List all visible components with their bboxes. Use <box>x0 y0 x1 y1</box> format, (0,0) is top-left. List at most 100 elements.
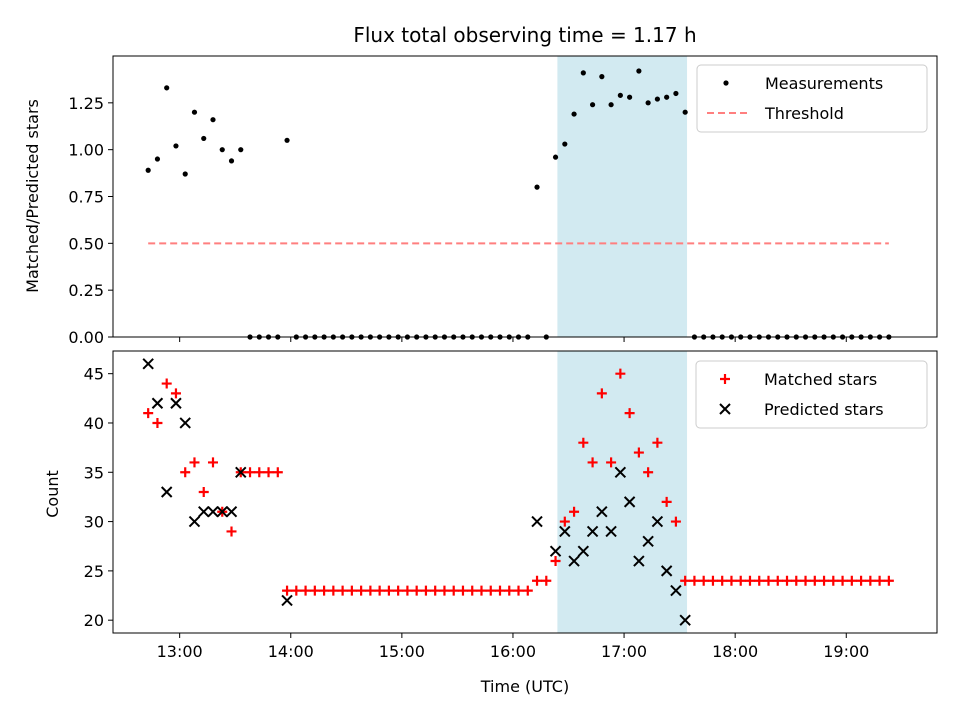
measurement-point <box>627 94 633 100</box>
measurement-point <box>654 96 660 102</box>
matched-marker <box>587 457 598 468</box>
legend-matched-marker <box>720 374 730 384</box>
matched-marker <box>393 585 404 596</box>
chart-title: Flux total observing time = 1.17 h <box>353 23 696 47</box>
matched-marker <box>282 585 293 596</box>
matched-marker <box>707 575 718 586</box>
predicted-marker <box>531 515 543 528</box>
matched-marker <box>717 575 728 586</box>
measurement-point <box>599 74 605 80</box>
matched-marker <box>263 467 274 478</box>
measurement-point <box>552 154 559 160</box>
legend-label: Predicted stars <box>764 400 884 419</box>
matched-marker <box>680 575 691 586</box>
y-tick-label: 0.25 <box>68 281 104 300</box>
series-predicted-stars <box>142 358 691 626</box>
matched-marker <box>883 575 894 586</box>
y-tick-label: 20 <box>84 611 104 630</box>
matched-marker <box>615 368 626 379</box>
legend: Measurements Threshold <box>696 64 928 133</box>
predicted-marker <box>170 397 182 409</box>
y-tick-label: 45 <box>84 365 104 384</box>
matched-marker <box>291 585 302 596</box>
measurement-point <box>589 102 596 108</box>
measurement-point <box>673 90 679 97</box>
matched-marker <box>772 575 783 586</box>
matched-marker <box>819 575 830 586</box>
predicted-marker <box>577 545 590 557</box>
x-tick-label: 19:00 <box>823 642 869 661</box>
matched-marker <box>846 575 857 586</box>
y-tick-label: 1.00 <box>68 141 104 160</box>
matched-marker <box>356 585 367 596</box>
matched-marker <box>328 585 339 596</box>
legend-measurement-marker <box>723 80 729 86</box>
predicted-marker <box>160 486 173 498</box>
matched-marker <box>346 585 357 596</box>
matched-marker <box>272 467 283 478</box>
predicted-marker <box>633 555 645 567</box>
matched-marker <box>207 457 218 468</box>
matched-marker <box>226 526 237 537</box>
predicted-marker <box>596 506 608 518</box>
legend-predicted-marker <box>719 403 731 415</box>
x-tick-label: 17:00 <box>601 642 647 661</box>
predicted-marker <box>559 525 571 538</box>
measurement-point <box>201 135 207 142</box>
legend: Matched stars Predicted stars <box>695 360 928 429</box>
y-tick-label: 1.25 <box>68 94 104 113</box>
legend-box <box>696 64 928 133</box>
x-tick-label: 14:00 <box>268 642 314 661</box>
predicted-marker <box>188 515 201 528</box>
predicted-marker <box>142 358 154 370</box>
predicted-marker <box>651 515 664 528</box>
matched-marker <box>828 575 839 586</box>
measurement-point <box>238 147 244 153</box>
measurement-point <box>228 158 235 164</box>
measurement-point <box>284 137 290 143</box>
matched-marker <box>856 575 867 586</box>
measurement-point <box>145 167 151 173</box>
matched-marker <box>661 496 672 507</box>
predicted-marker <box>225 506 238 518</box>
measurement-point <box>182 171 188 177</box>
matched-marker <box>522 585 533 596</box>
legend-box <box>695 360 928 429</box>
measurement-point <box>617 92 623 98</box>
matched-marker <box>874 575 885 586</box>
axes-frame <box>112 350 938 634</box>
matched-marker <box>800 575 811 586</box>
predicted-marker <box>605 525 617 538</box>
matched-marker <box>319 585 330 596</box>
matched-marker <box>161 378 172 389</box>
predicted-marker <box>207 506 219 518</box>
matched-marker <box>383 585 394 596</box>
matched-marker <box>633 447 644 458</box>
predicted-marker <box>623 496 636 508</box>
bottom-y-axis-label: Count <box>43 470 62 518</box>
matched-marker <box>245 467 256 478</box>
predicted-marker <box>216 506 228 518</box>
matched-marker <box>402 585 413 596</box>
matched-marker <box>143 408 154 419</box>
matched-marker <box>495 585 506 596</box>
matched-marker <box>457 585 468 596</box>
matched-marker <box>559 516 570 527</box>
predicted-marker <box>670 584 682 597</box>
measurement-point <box>682 109 688 115</box>
predicted-marker <box>235 466 247 478</box>
shaded-span <box>557 351 688 633</box>
matched-marker <box>152 417 163 428</box>
predicted-marker <box>568 555 580 567</box>
measurement-point <box>173 143 179 149</box>
matched-marker <box>782 575 793 586</box>
top-y-axis-label: Matched/Predicted stars <box>23 99 42 293</box>
matched-marker <box>670 516 681 527</box>
x-tick-label: 13:00 <box>157 642 203 661</box>
matched-marker <box>365 585 376 596</box>
matched-marker <box>504 585 515 596</box>
matched-marker <box>420 585 431 596</box>
measurement-point <box>664 94 670 100</box>
measurement-point <box>210 117 216 123</box>
